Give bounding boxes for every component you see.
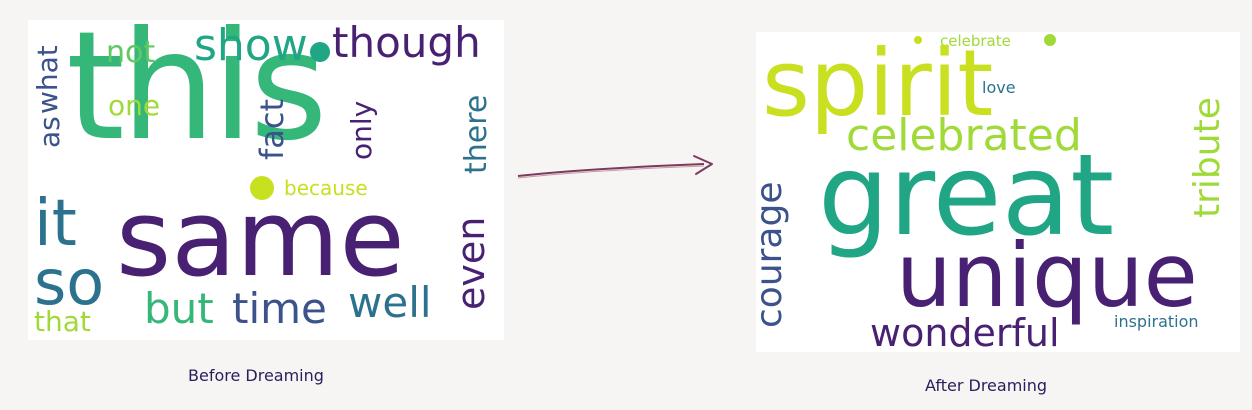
word-spirit: spirit: [762, 32, 994, 137]
word-love: love: [982, 78, 1016, 97]
word-celebrated: celebrated: [846, 110, 1082, 161]
word-great: great: [818, 131, 1115, 261]
word-celebrate: celebrate: [940, 32, 1011, 50]
word-not: not: [106, 35, 156, 70]
before-caption: Before Dreaming: [188, 366, 324, 385]
word-fact: fact: [253, 98, 291, 160]
before-wordcloud: this show though not what one as fact on…: [28, 20, 504, 340]
word-unique: unique: [896, 224, 1198, 327]
dot-mark: [310, 42, 330, 62]
word-there: there: [459, 94, 494, 174]
word-tribute: tribute: [1187, 97, 1228, 218]
arrow-icon: [517, 155, 713, 179]
word-though: though: [332, 20, 481, 67]
word-what: what: [31, 45, 64, 114]
dot-mark: [914, 36, 922, 44]
word-only: only: [345, 100, 378, 160]
word-but: but: [144, 284, 214, 333]
after-caption: After Dreaming: [925, 376, 1048, 395]
word-it: it: [34, 187, 77, 261]
word-wonderful: wonderful: [870, 311, 1060, 352]
word-time: time: [232, 284, 327, 333]
word-well: well: [348, 278, 432, 327]
word-show: show: [194, 20, 308, 71]
word-same: same: [116, 177, 405, 300]
word-even: even: [449, 216, 493, 310]
word-because: because: [284, 176, 368, 200]
word-this: this: [66, 20, 328, 174]
dot-mark: [250, 176, 274, 200]
word-that: that: [34, 305, 91, 338]
after-wordcloud: celebrate spirit love celebrated tribute…: [756, 32, 1240, 352]
word-inspiration: inspiration: [1114, 312, 1199, 331]
word-one: one: [108, 89, 161, 122]
word-as: as: [33, 116, 66, 148]
word-courage: courage: [756, 181, 790, 329]
word-so: so: [34, 246, 105, 319]
dot-mark: [1044, 34, 1056, 46]
